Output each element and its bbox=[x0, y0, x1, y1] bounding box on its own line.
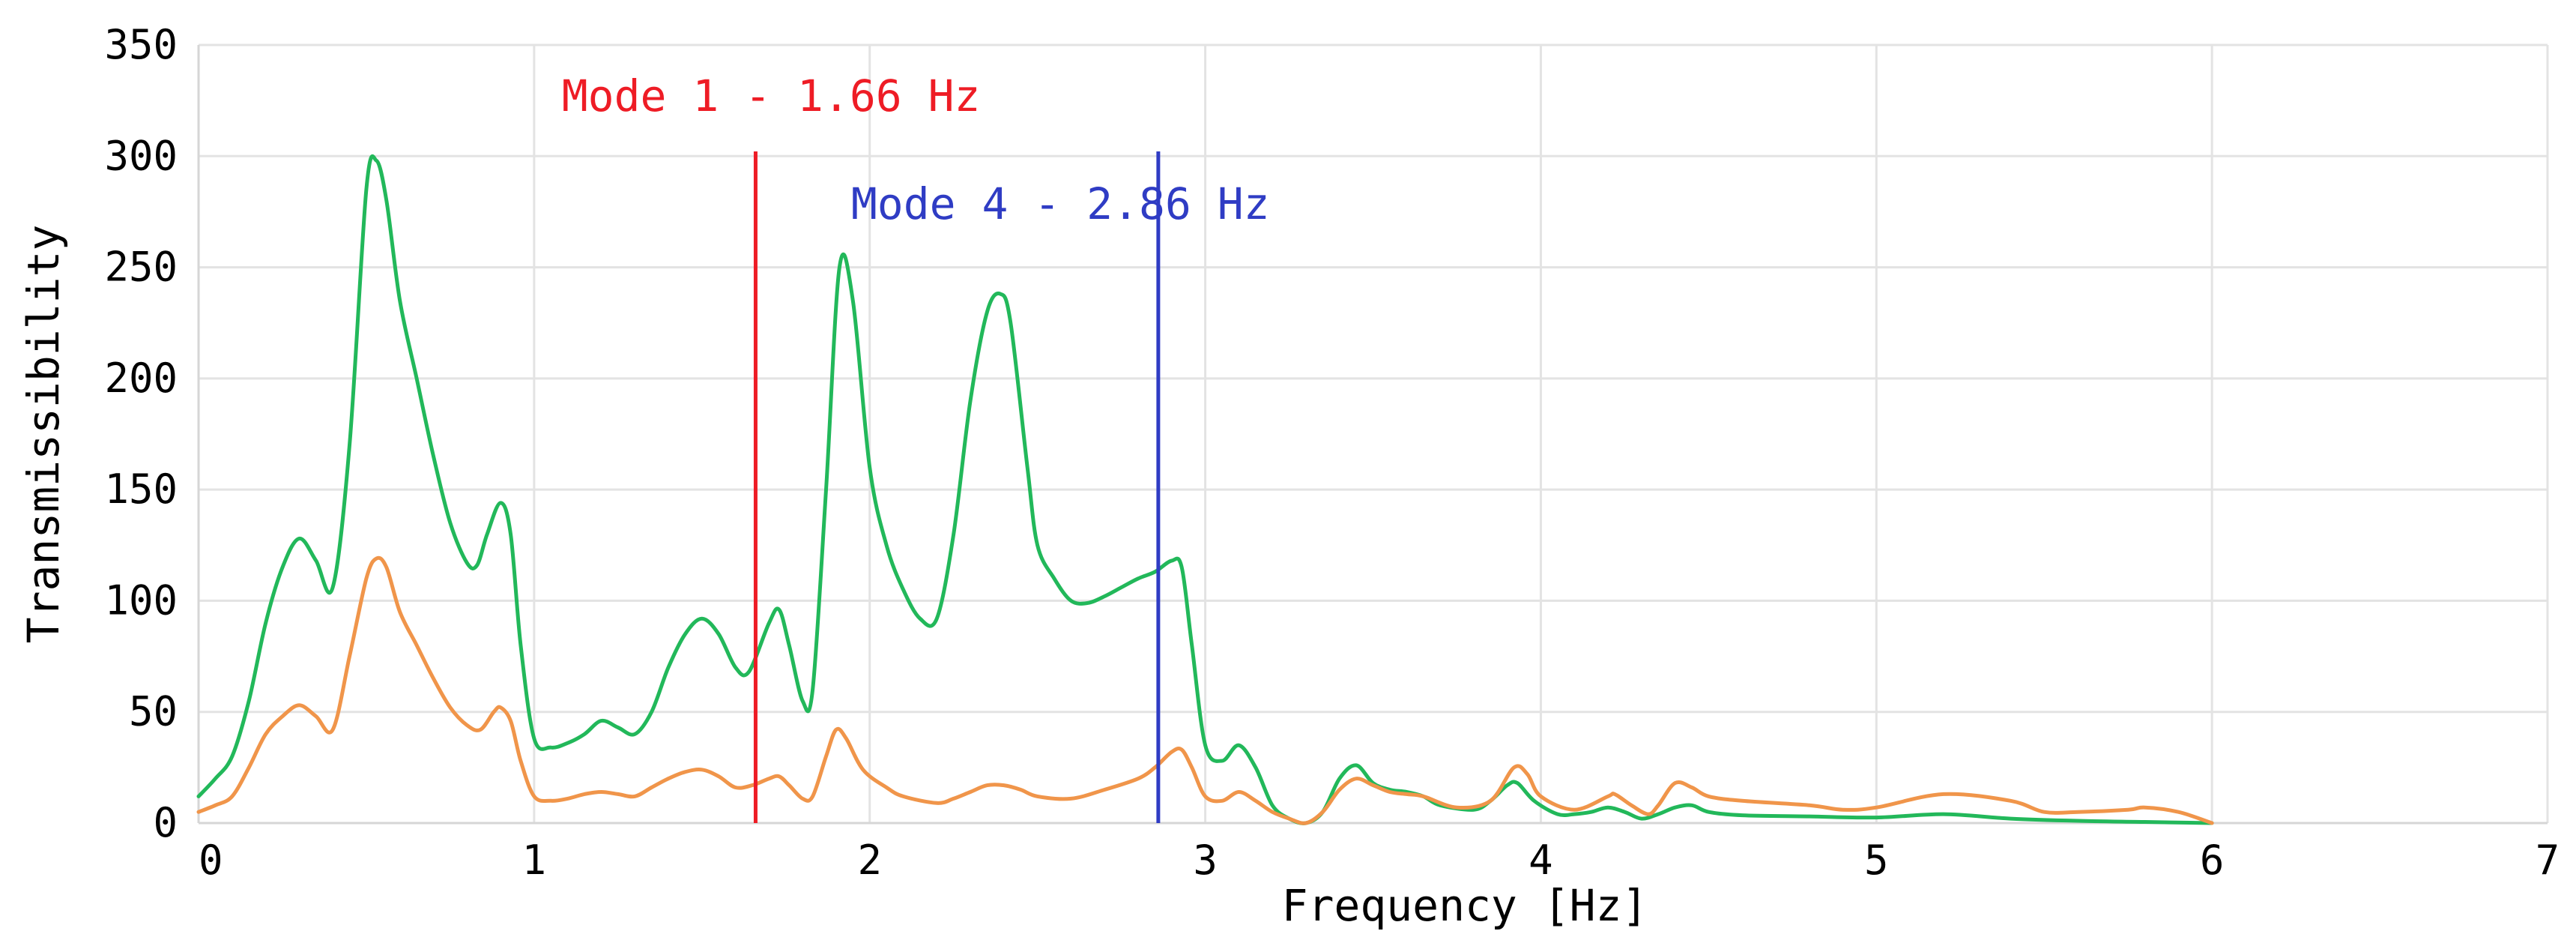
series-line-2 bbox=[196, 555, 2214, 825]
y-tick-label: 350 bbox=[104, 21, 178, 68]
series-line-1 bbox=[196, 154, 2214, 825]
x-tick-label: 1 bbox=[522, 837, 547, 884]
x-tick-label: 0 bbox=[199, 837, 223, 884]
y-tick-label: 0 bbox=[153, 799, 178, 846]
marker-layer bbox=[753, 151, 1161, 823]
series-layer bbox=[196, 154, 2214, 825]
mode-marker-label-2: Mode 4 - 2.86 Hz bbox=[851, 178, 1270, 229]
x-tick-label: 2 bbox=[857, 837, 882, 884]
label-layer: Frequency [Hz] Transmissibility Mode 1 -… bbox=[18, 70, 1648, 931]
x-tick-label: 7 bbox=[2536, 837, 2560, 884]
grid-layer bbox=[199, 43, 2549, 823]
x-tick-label: 4 bbox=[1529, 837, 1553, 884]
y-tick-label: 150 bbox=[104, 466, 178, 513]
y-tick-label: 300 bbox=[104, 132, 178, 179]
axis-layer: 0 1 2 3 4 5 6 7 0 50 100 150 200 250 300 350 bbox=[104, 21, 2560, 884]
mode-marker-label-1: Mode 1 - 1.66 Hz bbox=[562, 70, 981, 121]
x-tick-label: 5 bbox=[1864, 837, 1889, 884]
y-tick-label: 250 bbox=[104, 244, 178, 291]
y-tick-label: 50 bbox=[129, 688, 178, 735]
x-tick-label: 6 bbox=[2200, 837, 2225, 884]
x-tick-label: 3 bbox=[1193, 837, 1218, 884]
y-tick-label: 200 bbox=[104, 355, 178, 402]
x-axis-title: Frequency [Hz] bbox=[1282, 880, 1648, 931]
y-axis-title: Transmissibility bbox=[18, 225, 69, 644]
y-tick-label: 100 bbox=[104, 576, 178, 624]
